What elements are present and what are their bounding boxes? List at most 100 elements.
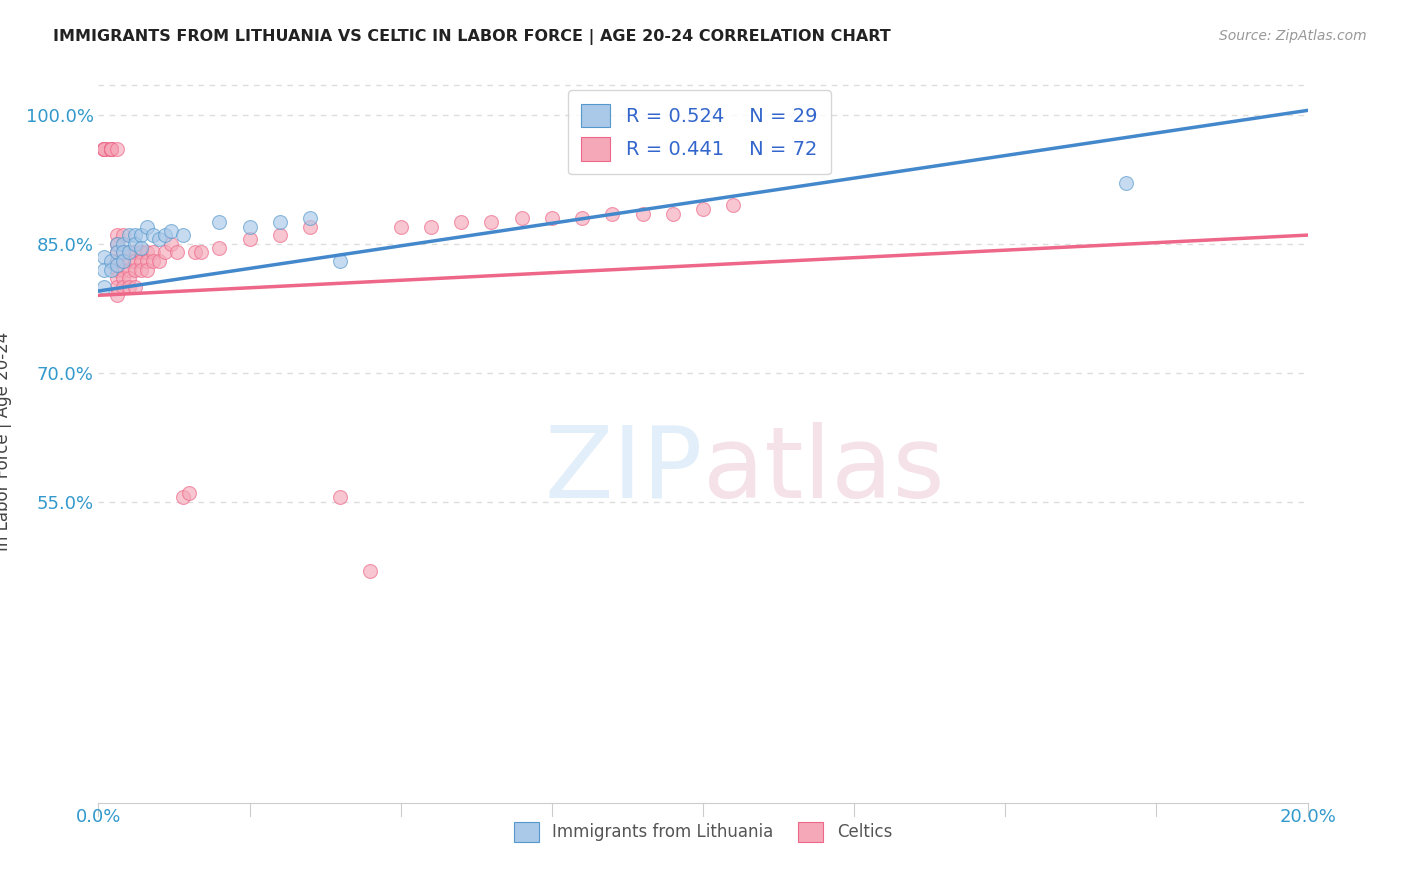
Point bbox=[93, 262, 115, 277]
Point bbox=[100, 142, 122, 156]
Point bbox=[420, 219, 443, 234]
Point bbox=[129, 262, 152, 277]
Point bbox=[111, 279, 134, 293]
Point bbox=[124, 228, 146, 243]
Point bbox=[100, 142, 122, 156]
Point bbox=[93, 142, 115, 156]
Point bbox=[1115, 177, 1137, 191]
Point bbox=[118, 245, 141, 260]
Point bbox=[105, 258, 128, 272]
Point bbox=[105, 279, 128, 293]
Point bbox=[510, 211, 533, 225]
Point bbox=[118, 271, 141, 285]
Point bbox=[631, 206, 654, 220]
Point bbox=[142, 245, 165, 260]
Point bbox=[105, 228, 128, 243]
Point bbox=[105, 271, 128, 285]
Legend: Immigrants from Lithuania, Celtics: Immigrants from Lithuania, Celtics bbox=[508, 815, 898, 848]
Point bbox=[135, 262, 157, 277]
Point bbox=[111, 228, 134, 243]
Point bbox=[389, 219, 412, 234]
Point bbox=[172, 491, 194, 505]
Point bbox=[111, 254, 134, 268]
Point bbox=[111, 245, 134, 260]
Point bbox=[100, 254, 122, 268]
Point bbox=[124, 262, 146, 277]
Point bbox=[269, 215, 291, 229]
Point bbox=[105, 142, 128, 156]
Point bbox=[135, 254, 157, 268]
Point bbox=[93, 142, 115, 156]
Point bbox=[100, 142, 122, 156]
Point bbox=[166, 245, 188, 260]
Point bbox=[124, 236, 146, 251]
Point bbox=[129, 241, 152, 255]
Point bbox=[148, 232, 170, 246]
Point bbox=[93, 142, 115, 156]
Point bbox=[100, 142, 122, 156]
Point bbox=[190, 245, 212, 260]
Point bbox=[105, 254, 128, 268]
Point bbox=[111, 254, 134, 268]
Point bbox=[100, 142, 122, 156]
Point bbox=[105, 288, 128, 302]
Point bbox=[692, 202, 714, 217]
Point bbox=[118, 245, 141, 260]
Point bbox=[129, 228, 152, 243]
Point bbox=[105, 245, 128, 260]
Point bbox=[105, 236, 128, 251]
Point bbox=[100, 262, 122, 277]
Point bbox=[129, 245, 152, 260]
Point bbox=[124, 254, 146, 268]
Point bbox=[111, 271, 134, 285]
Point bbox=[208, 241, 231, 255]
Point bbox=[142, 254, 165, 268]
Point bbox=[135, 219, 157, 234]
Point bbox=[148, 254, 170, 268]
Point bbox=[111, 245, 134, 260]
Point bbox=[118, 228, 141, 243]
Point bbox=[208, 215, 231, 229]
Point bbox=[100, 142, 122, 156]
Point bbox=[172, 228, 194, 243]
Point bbox=[179, 486, 201, 500]
Point bbox=[661, 206, 683, 220]
Text: atlas: atlas bbox=[703, 422, 945, 519]
Point bbox=[153, 228, 176, 243]
Point bbox=[105, 262, 128, 277]
Y-axis label: In Labor Force | Age 20-24: In Labor Force | Age 20-24 bbox=[0, 332, 11, 551]
Point bbox=[239, 232, 262, 246]
Point bbox=[129, 254, 152, 268]
Text: ZIP: ZIP bbox=[544, 422, 703, 519]
Point bbox=[118, 262, 141, 277]
Point bbox=[299, 219, 322, 234]
Point bbox=[100, 142, 122, 156]
Point bbox=[135, 245, 157, 260]
Point bbox=[723, 198, 745, 212]
Point bbox=[129, 245, 152, 260]
Point bbox=[111, 262, 134, 277]
Point bbox=[239, 219, 262, 234]
Point bbox=[105, 236, 128, 251]
Point bbox=[299, 211, 322, 225]
Point bbox=[93, 279, 115, 293]
Point bbox=[124, 245, 146, 260]
Point bbox=[93, 142, 115, 156]
Point bbox=[153, 245, 176, 260]
Point bbox=[450, 215, 472, 229]
Point bbox=[329, 491, 352, 505]
Point bbox=[118, 254, 141, 268]
Point bbox=[93, 142, 115, 156]
Point bbox=[571, 211, 593, 225]
Point bbox=[93, 142, 115, 156]
Point bbox=[184, 245, 207, 260]
Point bbox=[142, 228, 165, 243]
Point bbox=[118, 279, 141, 293]
Point bbox=[360, 564, 382, 578]
Point bbox=[160, 224, 183, 238]
Point bbox=[269, 228, 291, 243]
Point bbox=[329, 254, 352, 268]
Point bbox=[124, 279, 146, 293]
Point bbox=[93, 250, 115, 264]
Point bbox=[481, 215, 503, 229]
